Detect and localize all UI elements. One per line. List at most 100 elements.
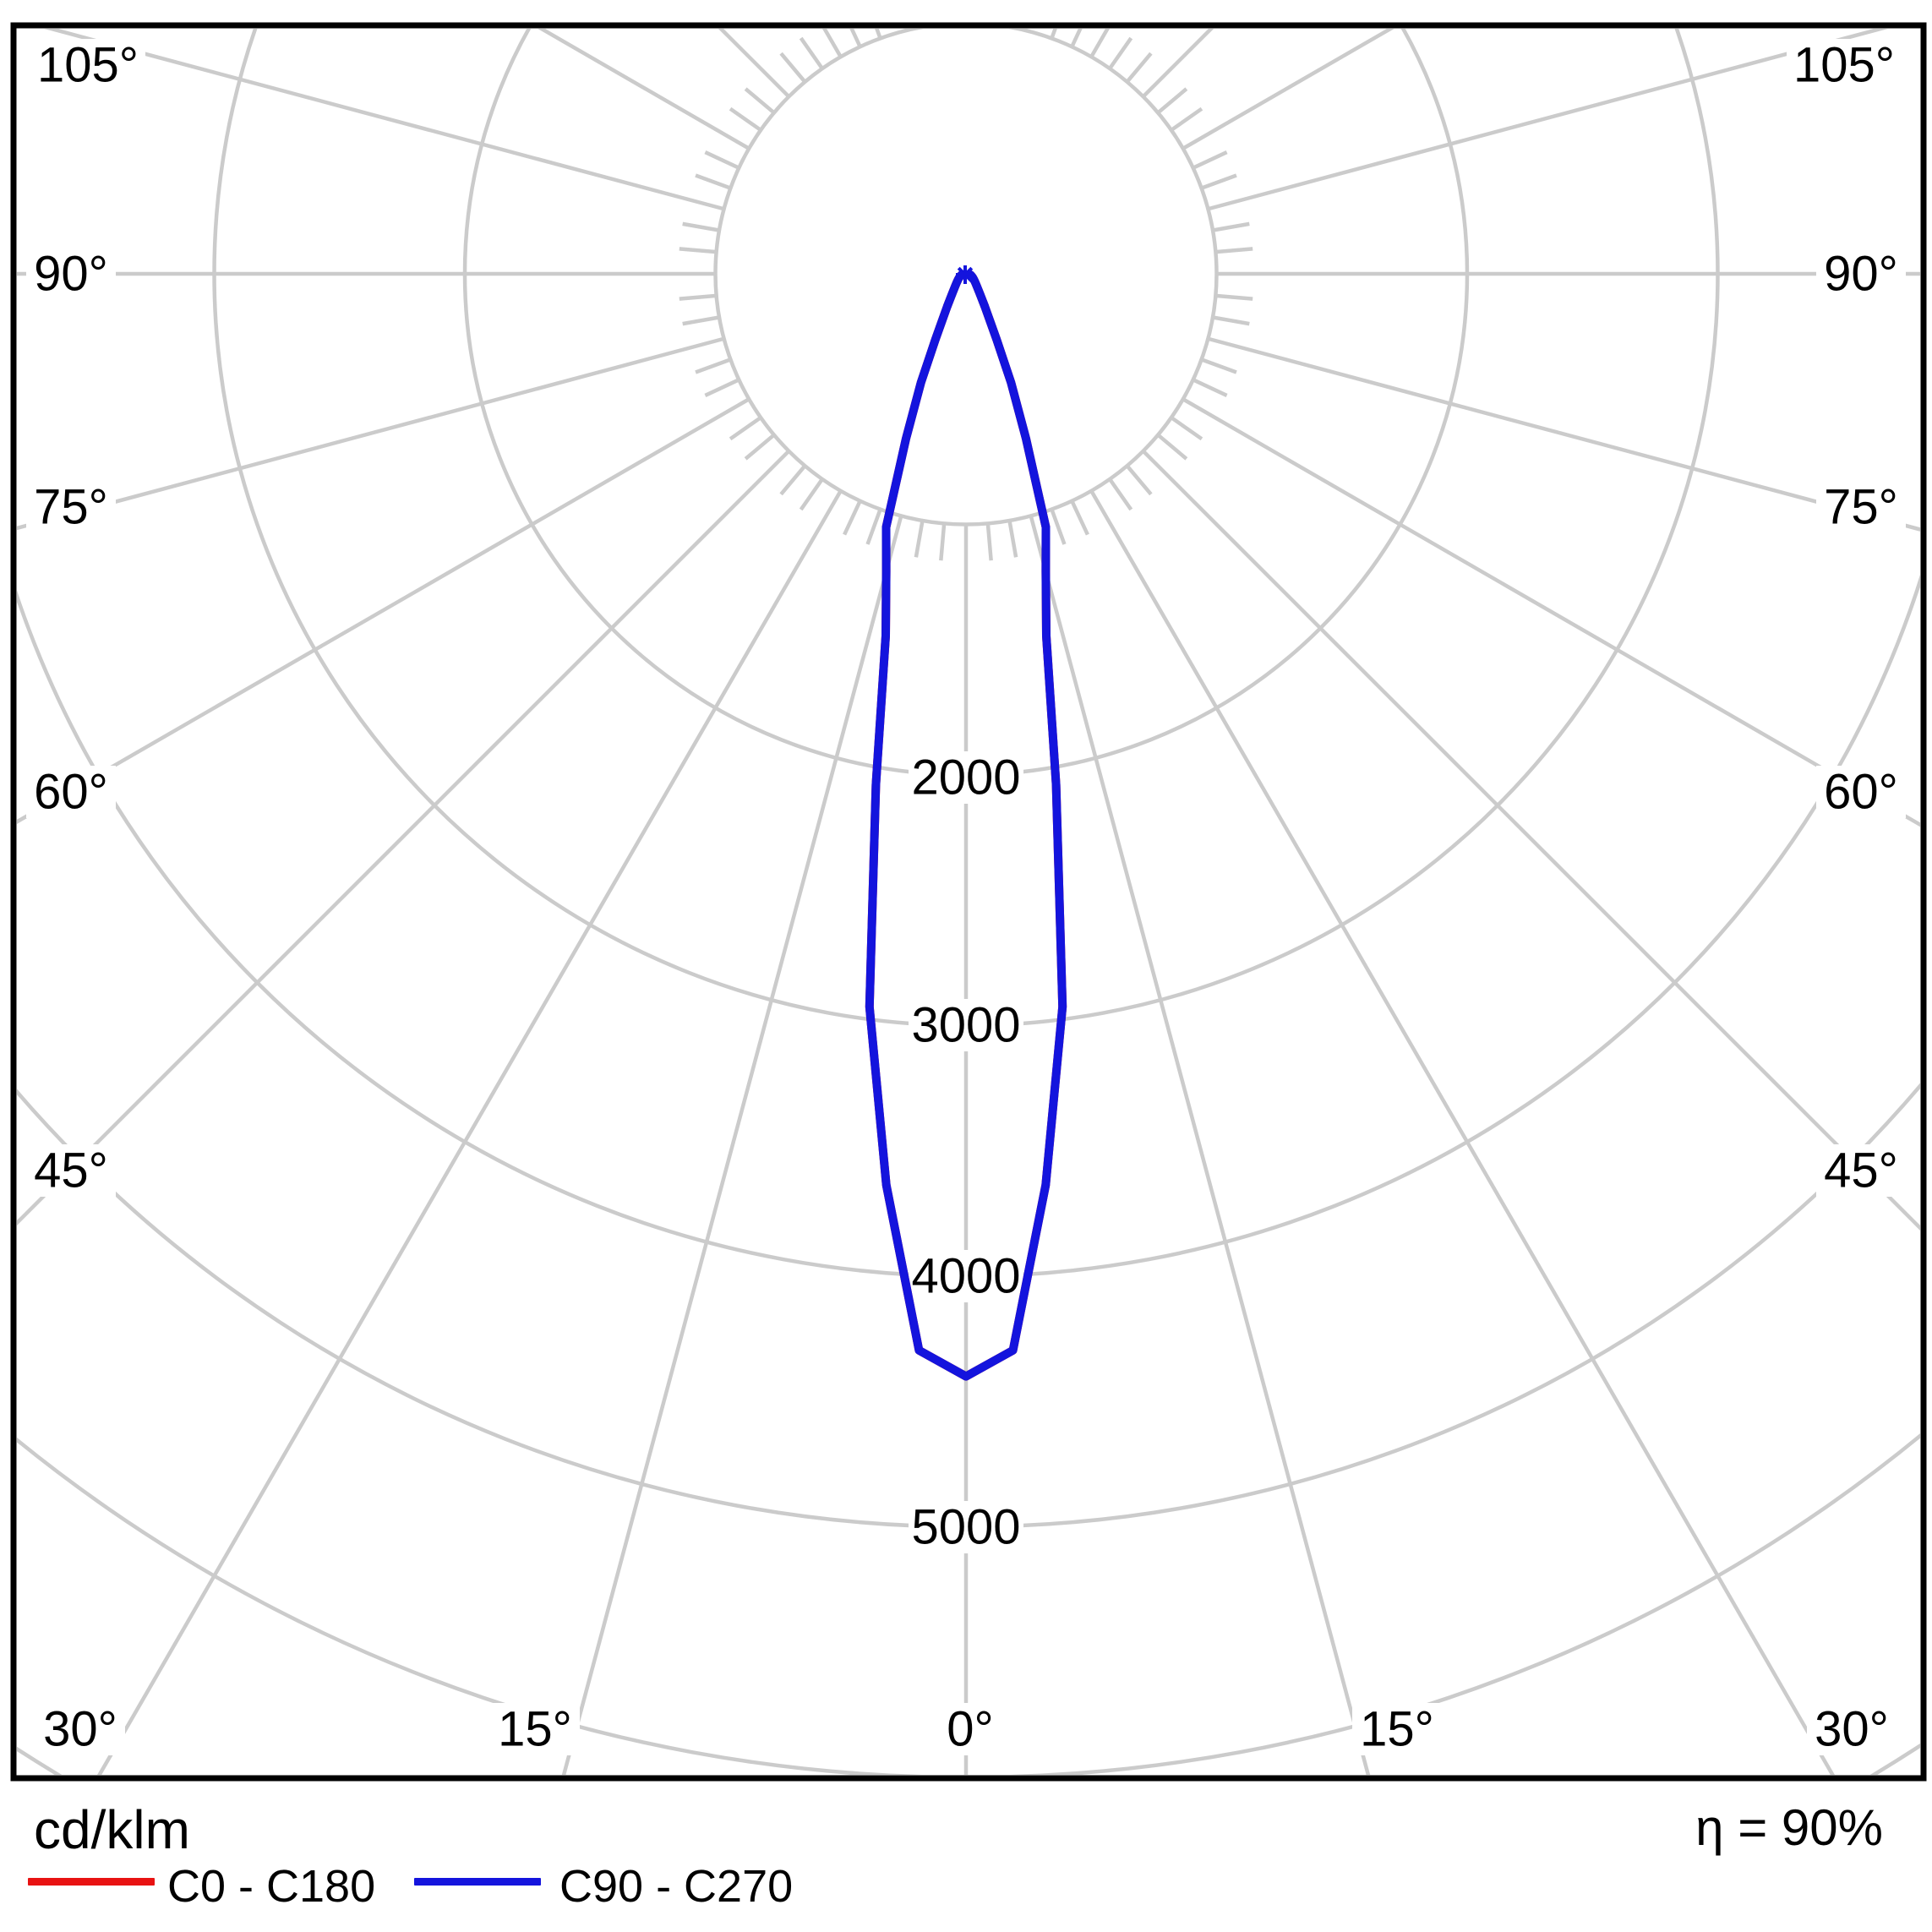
grid-tick--110 <box>695 173 732 190</box>
angle-label-right-90°: 90° <box>1824 247 1898 302</box>
angle-label-bottom-0-bg <box>35 1703 125 1755</box>
angle-label-left-45°: 45° <box>34 1143 108 1198</box>
grid-tick--145 <box>799 36 824 70</box>
grid-radial-60 <box>1182 397 1920 827</box>
angle-label-left-90°-bg <box>26 248 116 300</box>
grid-tick--50 <box>744 433 776 461</box>
angle-label-bottom-2-bg <box>938 1703 1002 1755</box>
radial-value-label-5000-bg <box>909 1501 1023 1553</box>
radial-value-label-2000: 2000 <box>911 750 1020 805</box>
grid-tick-35 <box>1108 478 1133 511</box>
angle-label-right-105°: 105° <box>1793 38 1895 93</box>
plot-border <box>10 22 1927 1782</box>
curve-apex-marker <box>956 265 974 284</box>
grid-tick--65 <box>704 378 740 397</box>
legend-swatch-c90-c270 <box>414 1878 541 1886</box>
radial-value-label-3000: 3000 <box>911 998 1020 1053</box>
grid-tick--40 <box>779 464 807 496</box>
legend-label-c90-c270: C90 - C270 <box>559 1861 794 1912</box>
grid-radial-45 <box>1142 450 1920 1231</box>
grid-radial--60 <box>17 397 750 824</box>
grid-radial-30 <box>1089 489 1835 1775</box>
angle-label-left-75°-bg <box>26 481 116 533</box>
grid-tick-110 <box>1200 173 1237 190</box>
grid-tick--140 <box>779 52 807 84</box>
angle-label-bottom-0: 30° <box>43 1702 117 1757</box>
radial-value-label-2000-bg <box>909 751 1023 804</box>
grid-tick--80 <box>682 315 720 326</box>
grid-tick--85 <box>679 293 717 301</box>
grid-tick--20 <box>865 508 882 545</box>
angle-label-left-105°: 105° <box>37 38 139 93</box>
radial-value-label-5000: 5000 <box>911 1500 1020 1555</box>
angle-label-left-75°: 75° <box>34 480 108 535</box>
grid-tick-10 <box>1007 520 1018 558</box>
grid-tick-130 <box>1156 87 1188 115</box>
grid-tick-70 <box>1200 357 1237 374</box>
efficiency-label: η = 90% <box>1695 1799 1883 1856</box>
legend-swatch-c0-c180 <box>28 1878 155 1886</box>
grid-radial--45 <box>17 450 790 1226</box>
grid-tick-140 <box>1125 52 1153 84</box>
angle-label-right-60°-bg <box>1816 766 1906 818</box>
grid-tick-20 <box>1050 508 1067 545</box>
angle-label-bottom-3-bg <box>1352 1703 1442 1755</box>
grid-tick--10 <box>914 520 925 558</box>
angle-label-left-90°: 90° <box>34 247 108 302</box>
grid-radial--30 <box>97 489 843 1775</box>
angle-label-right-75°-bg <box>1816 481 1906 533</box>
grid-radial-75 <box>1207 336 1920 532</box>
angle-label-right-45°: 45° <box>1824 1143 1898 1198</box>
grid-tick-95 <box>1215 247 1253 254</box>
grid-radial--15 <box>561 515 903 1775</box>
grid-radial-15 <box>1029 515 1371 1775</box>
grid-tick--25 <box>843 499 862 536</box>
angle-label-left-60°: 60° <box>34 765 108 820</box>
grid-tick--5 <box>939 523 947 561</box>
legend-label-c0-c180: C0 - C180 <box>167 1861 376 1912</box>
grid-tick--95 <box>679 247 717 254</box>
angle-label-left-45°-bg <box>26 1144 116 1197</box>
grid-tick--160 <box>875 29 882 40</box>
radial-value-label-4000-bg <box>909 1250 1023 1302</box>
grid-tick--70 <box>695 357 732 374</box>
grid-radial--105 <box>44 29 725 211</box>
unit-label: cd/klm <box>34 1799 190 1860</box>
grid-tick--35 <box>799 478 824 511</box>
curve-c90-c270 <box>865 270 1067 1381</box>
grid-tick-40 <box>1125 464 1153 496</box>
grid-tick--125 <box>729 106 762 132</box>
grid-tick-50 <box>1156 433 1188 461</box>
angle-label-right-45°-bg <box>1816 1144 1906 1197</box>
radial-value-label-3000-bg <box>909 999 1023 1051</box>
grid-tick-100 <box>1212 221 1250 232</box>
grid-radial--75 <box>17 336 725 531</box>
angle-label-left-105°-bg <box>30 39 145 91</box>
grid-tick-155 <box>1070 29 1083 48</box>
grid-tick-115 <box>1192 150 1228 170</box>
angle-label-bottom-4-bg <box>1807 1703 1897 1755</box>
grid-tick-80 <box>1212 315 1250 326</box>
grid-tick--55 <box>729 416 762 441</box>
grid-tick-85 <box>1215 293 1253 301</box>
angle-label-right-60°: 60° <box>1824 765 1898 820</box>
angle-label-right-105°-bg <box>1787 39 1902 91</box>
grid-tick--115 <box>704 150 740 170</box>
angle-label-bottom-2: 0° <box>947 1702 993 1757</box>
angle-label-bottom-1-bg <box>490 1703 580 1755</box>
grid-tick-55 <box>1170 416 1203 441</box>
grid-tick-5 <box>985 523 993 561</box>
angle-label-bottom-1: 15° <box>498 1702 572 1757</box>
grid-tick--100 <box>682 221 720 232</box>
grid-tick-125 <box>1170 106 1203 132</box>
radial-value-label-4000: 4000 <box>911 1249 1020 1304</box>
angle-label-right-90°-bg <box>1816 248 1906 300</box>
grid-tick-145 <box>1108 36 1133 70</box>
angle-label-bottom-4: 30° <box>1815 1702 1889 1757</box>
grid-tick--155 <box>849 29 862 48</box>
angle-label-bottom-3: 15° <box>1360 1702 1434 1757</box>
axis-labels: 105° 90° 75° 60° 45° 105° 90° 75° 60° 45° 30° 15° 0°… <box>26 38 1906 1757</box>
grid-tick--130 <box>744 87 776 115</box>
